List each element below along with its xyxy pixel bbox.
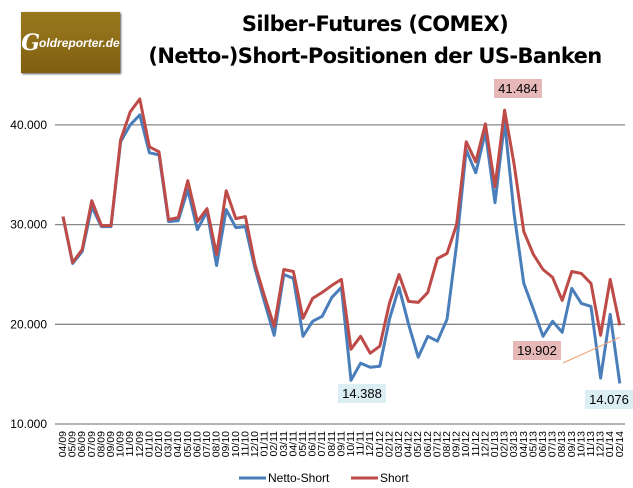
x-tick-label: 09/09 <box>105 431 117 457</box>
x-tick-label: 10/10 <box>230 431 242 457</box>
x-tick-label: 04/13 <box>518 431 530 457</box>
x-tick-label: 01/12 <box>374 431 386 457</box>
data-label-box <box>494 79 542 98</box>
x-tick-label: 07/11 <box>316 431 328 457</box>
x-tick-label: 02/12 <box>383 431 395 457</box>
x-tick-label: 09/11 <box>335 431 347 457</box>
x-tick-label: 10/09 <box>115 431 127 457</box>
y-tick-label: 40.000 <box>10 118 47 132</box>
x-tick-label: 01/11 <box>259 431 271 457</box>
x-tick-label: 09/13 <box>566 431 578 457</box>
x-tick-label: 12/12 <box>479 431 491 457</box>
x-tick-label: 08/10 <box>211 431 223 457</box>
x-tick-label: 03/13 <box>508 431 520 457</box>
x-tick-label: 07/12 <box>431 431 443 457</box>
y-tick-label: 30.000 <box>10 218 47 232</box>
x-tick-label: 10/11 <box>345 431 357 457</box>
y-tick-label: 20.000 <box>10 317 47 331</box>
chart-subtitle: (Netto-)Short-Positionen der US-Banken <box>148 44 602 68</box>
x-tick-label: 06/12 <box>422 431 434 457</box>
x-tick-label: 12/13 <box>595 431 607 457</box>
x-tick-label: 08/11 <box>326 431 338 457</box>
x-tick-label: 07/10 <box>201 431 213 457</box>
data-label: 14.076 <box>589 392 629 407</box>
x-tick-label: 09/12 <box>451 431 463 457</box>
x-tick-label: 06/09 <box>76 431 88 457</box>
data-label: 14.388 <box>342 386 382 401</box>
x-tick-label: 11/12 <box>470 431 482 457</box>
x-tick-label: 11/11 <box>355 431 367 456</box>
x-tick-label: 02/10 <box>153 431 165 457</box>
data-label-box <box>338 384 386 403</box>
x-tick-label: 07/13 <box>547 431 559 457</box>
x-tick-label: 12/10 <box>249 431 261 457</box>
x-tick-label: 07/09 <box>86 431 98 457</box>
x-tick-label: 11/10 <box>239 431 251 457</box>
x-tick-label: 06/10 <box>191 431 203 457</box>
x-tick-label: 04/12 <box>403 431 415 457</box>
x-tick-label: 11/09 <box>124 431 136 457</box>
x-tick-label: 04/10 <box>172 431 184 457</box>
x-tick-label: 03/12 <box>393 431 405 457</box>
x-tick-label: 08/12 <box>441 431 453 457</box>
x-tick-label: 05/09 <box>67 431 79 457</box>
x-tick-label: 10/12 <box>460 431 472 457</box>
x-tick-label: 05/12 <box>412 431 424 457</box>
x-tick-label: 06/13 <box>537 431 549 457</box>
chart-title: Silber-Futures (COMEX) <box>241 12 509 36</box>
x-tick-label: 03/10 <box>163 431 175 457</box>
x-tick-label: 08/09 <box>95 431 107 457</box>
legend-label: Short <box>380 471 409 485</box>
x-tick-label: 05/10 <box>182 431 194 457</box>
x-tick-label: 05/13 <box>527 431 539 457</box>
x-tick-label: 11/13 <box>585 431 597 457</box>
x-tick-label: 09/10 <box>220 431 232 457</box>
annotation-leader-line <box>562 336 621 364</box>
x-tick-label: 01/10 <box>143 431 155 457</box>
x-tick-label: 10/13 <box>575 431 587 457</box>
x-tick-label: 04/11 <box>287 431 299 457</box>
x-tick-label: 02/13 <box>499 431 511 457</box>
series-line-short <box>61 97 622 355</box>
data-label-box <box>585 390 633 409</box>
x-tick-label: 04/09 <box>57 431 69 457</box>
x-tick-label: 03/11 <box>278 431 290 457</box>
x-tick-label: 02/14 <box>614 431 626 457</box>
x-tick-label: 01/13 <box>489 431 501 457</box>
x-tick-label: 01/14 <box>604 431 616 457</box>
x-tick-label: 12/09 <box>134 431 146 457</box>
x-tick-label: 12/11 <box>364 431 376 457</box>
x-tick-label: 06/11 <box>307 431 319 457</box>
x-tick-label: 02/11 <box>268 431 280 457</box>
y-tick-label: 10.000 <box>10 417 47 431</box>
x-tick-label: 08/13 <box>556 431 568 457</box>
data-label-box <box>513 341 561 360</box>
data-label: 41.484 <box>498 81 538 96</box>
legend-label: Netto-Short <box>268 471 330 485</box>
x-tick-label: 05/11 <box>297 431 309 457</box>
data-label: 19.902 <box>517 343 557 358</box>
